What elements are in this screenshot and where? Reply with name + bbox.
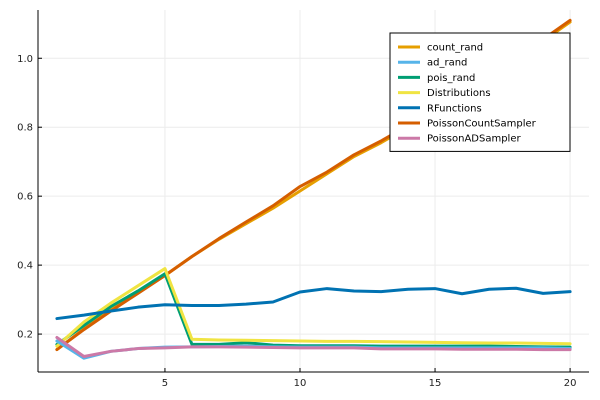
- series-line-distributions: [55, 267, 572, 348]
- y-tick-label: 0.8: [17, 123, 33, 134]
- y-tick-label: 0.6: [17, 192, 33, 203]
- tick-labels: 5 10 15 20 0.2 0.4 0.6 0.8 1.0: [17, 54, 576, 389]
- y-tick-label: 0.4: [17, 261, 33, 272]
- legend-label-ad-rand: ad_rand: [427, 58, 467, 69]
- legend-label-distributions: Distributions: [427, 88, 491, 99]
- legend-label-poissoncountsampler: PoissonCountSampler: [427, 119, 537, 130]
- legend-label-rfunctions: RFunctions: [427, 103, 482, 114]
- x-tick-label: 5: [162, 378, 168, 389]
- y-tick-label: 1.0: [17, 54, 33, 65]
- legend-label-poissonadsampler: PoissonADSampler: [427, 134, 521, 145]
- legend-label-count-rand: count_rand: [427, 43, 483, 54]
- x-tick-label: 15: [429, 378, 442, 389]
- series-line-poissonadsampler: [55, 336, 572, 358]
- series-line-rfunctions: [55, 286, 572, 321]
- x-tick-label: 10: [294, 378, 307, 389]
- legend: count_rand ad_rand pois_rand Distributions R…: [389, 32, 571, 152]
- legend-label-pois-rand: pois_rand: [427, 73, 475, 84]
- x-tick-label: 20: [564, 378, 577, 389]
- y-tick-label: 0.2: [17, 330, 33, 341]
- axes: [37, 10, 589, 373]
